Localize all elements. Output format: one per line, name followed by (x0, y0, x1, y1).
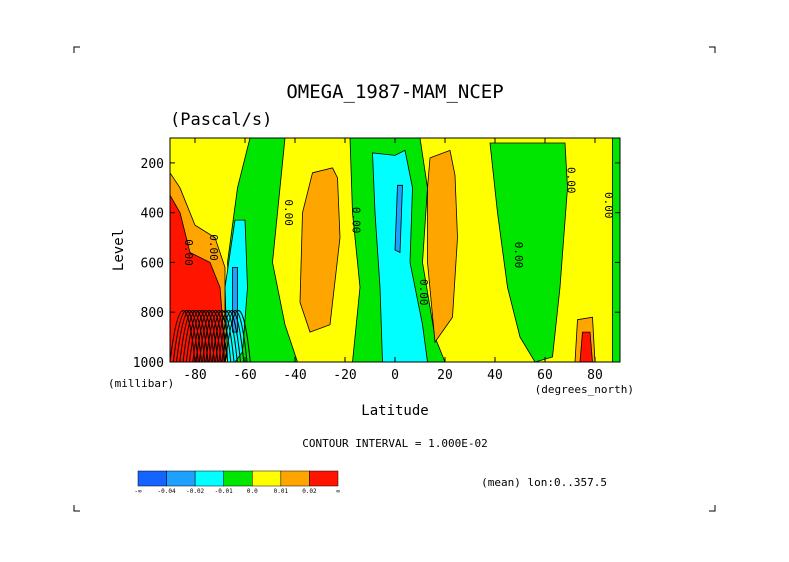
y-tick-label: 1000 (133, 356, 164, 371)
contour-region-11 (579, 331, 593, 362)
y-axis-title: Level (111, 229, 127, 271)
dense-contour-line (218, 310, 245, 362)
dense-contour-line (208, 310, 235, 362)
contour-region-3 (299, 167, 341, 333)
colorbar-tick-label: -∞ (134, 488, 142, 495)
x-tick-label: 0 (391, 368, 399, 383)
contour-label: 0.00 (512, 242, 525, 269)
colorbar-tick-label: ∞ (336, 488, 340, 495)
dense-contour-lines (170, 310, 251, 362)
corner-marks (73, 46, 716, 512)
contour-label: 0.00 (417, 279, 430, 306)
dense-contour-line (221, 310, 248, 362)
x-tick-label: 40 (487, 368, 503, 383)
corner-mark-top-right (709, 46, 716, 53)
chart-title: OMEGA_1987-MAM_NCEP (286, 81, 503, 103)
contour-label: 0.00 (350, 207, 363, 234)
chart-subtitle: (Pascal/s) (170, 110, 272, 130)
contour-region-5 (372, 149, 428, 362)
x-tick-label: 20 (437, 368, 453, 383)
colorbar-tick-label: 0.0 (247, 488, 258, 495)
corner-mark-bottom-left (73, 505, 80, 512)
y-tick-label: 800 (141, 306, 164, 321)
contour-region-6 (394, 184, 403, 254)
colorbar-swatch (252, 470, 282, 487)
contour-region-7 (427, 149, 458, 344)
x-axis-title: Latitude (361, 403, 428, 419)
colorbar-swatch (166, 470, 196, 487)
dense-contour-line (211, 310, 238, 362)
contour-field (170, 138, 620, 362)
y-tick-label: 200 (141, 157, 164, 172)
y-tick-label: 400 (141, 207, 164, 222)
colorbar-tick-label: -0.01 (215, 488, 233, 495)
contour-label: 0.00 (207, 234, 220, 261)
corner-mark-top-left (73, 46, 80, 53)
footnote-mean-lon: (mean) lon:0..357.5 (481, 476, 607, 489)
colorbar-swatch (194, 470, 224, 487)
colorbar-tick-label: 0.02 (302, 488, 317, 495)
x-axis: -80 -60 -40 -20 0 20 40 60 80 (183, 138, 603, 383)
dense-contour-line (224, 310, 251, 362)
contour-label: 0.00 (565, 167, 578, 194)
dense-contour-line (215, 310, 241, 362)
x-tick-label: -60 (233, 368, 256, 383)
x-tick-label: -20 (333, 368, 356, 383)
colorbar-swatch (223, 470, 253, 487)
y-axis: 200 400 600 800 1000 (133, 157, 620, 371)
colorbar: -∞ -0.04 -0.02 -0.01 0.0 0.01 0.02 ∞ (134, 470, 340, 495)
y-tick-label: 600 (141, 256, 164, 271)
x-tick-label: -40 (283, 368, 306, 383)
colorbar-swatch (309, 470, 339, 487)
contour-label: 0.00 (602, 192, 615, 219)
contour-interval-label: CONTOUR INTERVAL = 1.000E-02 (302, 437, 487, 450)
x-tick-label: 80 (587, 368, 603, 383)
colorbar-swatch (280, 470, 310, 487)
colorbar-swatch (137, 470, 167, 487)
contour-label: 0.00 (182, 239, 195, 266)
contour-labels: 0.00 0.00 0.00 0.00 0.00 0.00 0.00 0.00 (182, 167, 615, 305)
x-axis-unit: (degrees_north) (535, 383, 634, 396)
contour-label: 0.00 (282, 199, 295, 226)
colorbar-tick-label: -0.04 (158, 488, 176, 495)
contour-region-9 (612, 138, 620, 362)
colorbar-tick-label: 0.01 (274, 488, 289, 495)
x-tick-label: -80 (183, 368, 206, 383)
corner-mark-bottom-right (709, 505, 716, 512)
x-tick-label: 60 (537, 368, 553, 383)
y-axis-unit: (millibar) (108, 377, 174, 390)
contour-region-8 (489, 142, 568, 362)
colorbar-tick-label: -0.02 (186, 488, 204, 495)
